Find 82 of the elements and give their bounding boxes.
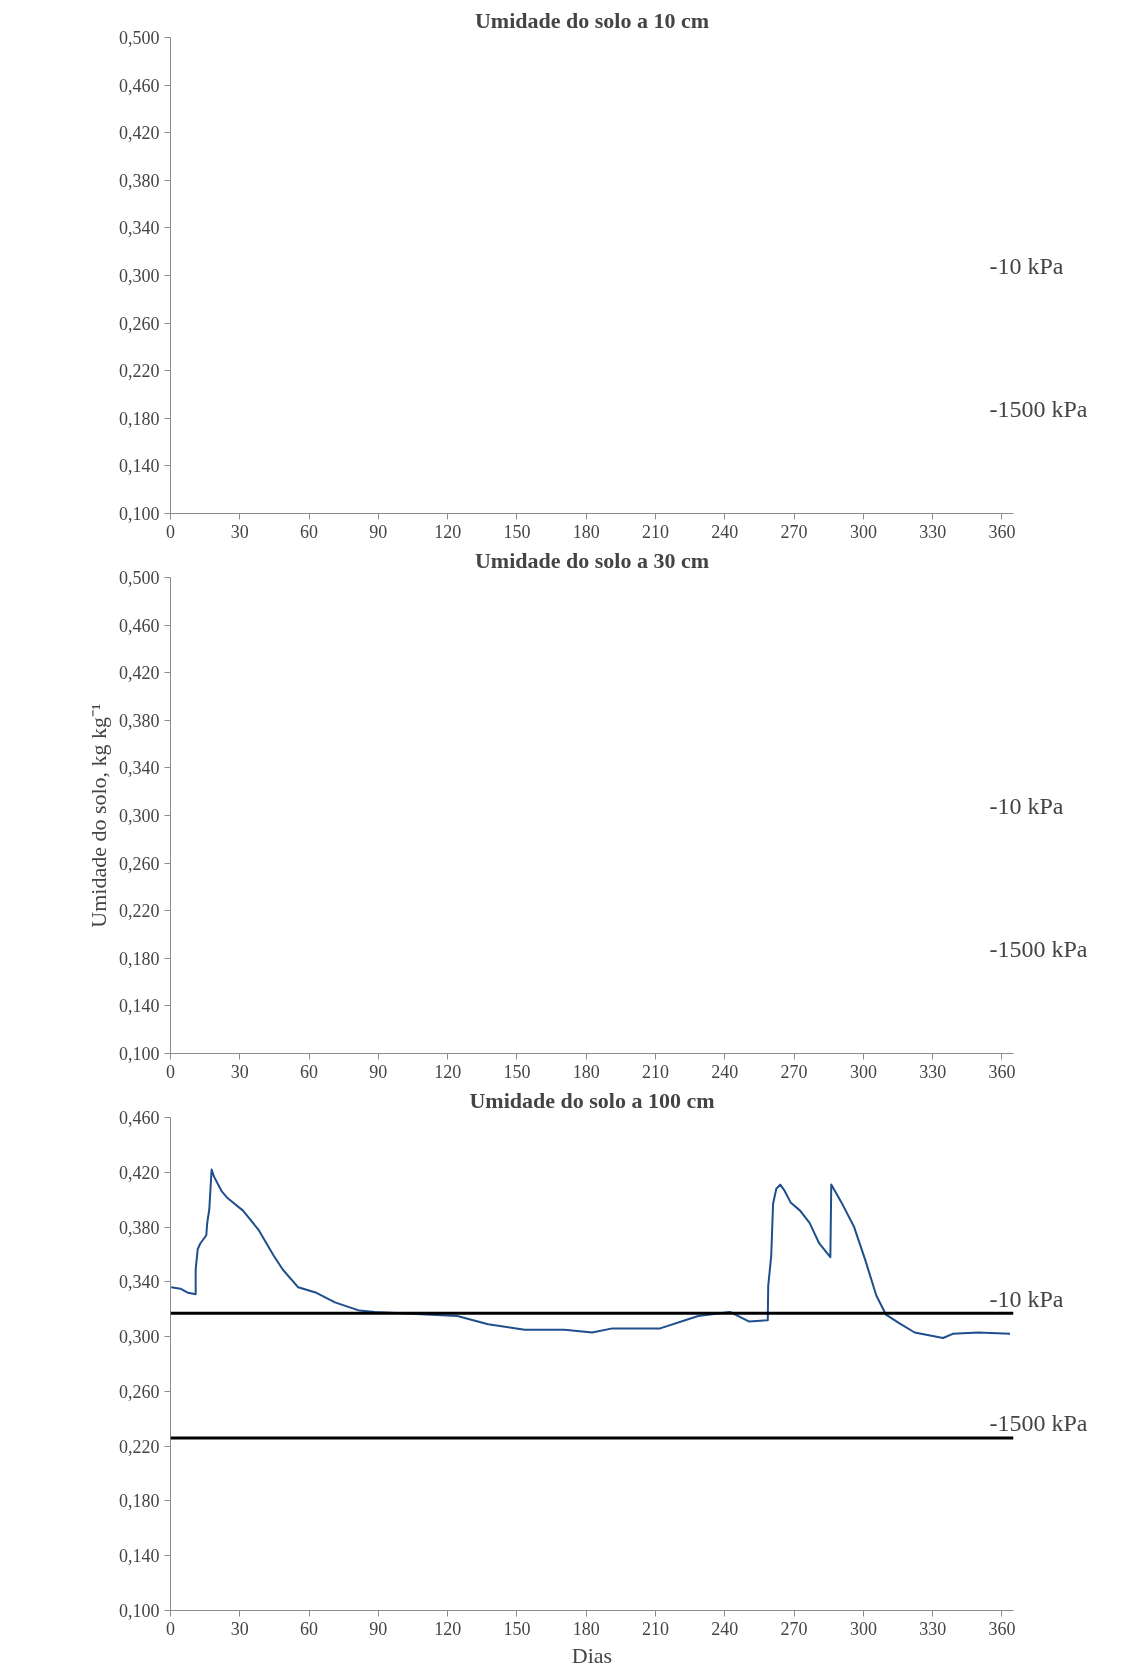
x-tick-label: 60 <box>300 521 319 542</box>
y-tick-label: 0,260 <box>119 853 160 874</box>
annotation: -10 kPa <box>989 252 1064 279</box>
x-tick-label: 270 <box>780 1618 808 1639</box>
y-tick-label: 0,420 <box>119 663 160 684</box>
x-tick-label: 30 <box>230 521 249 542</box>
x-tick-label: 90 <box>369 1061 388 1082</box>
y-tick-label: 0,460 <box>119 1108 160 1128</box>
x-tick-label: 120 <box>434 521 462 542</box>
x-tick-label: 360 <box>988 1618 1016 1639</box>
x-tick-label: 90 <box>369 1618 388 1639</box>
annotation: -1500 kPa <box>989 395 1088 422</box>
x-tick-label: 360 <box>988 1061 1016 1082</box>
y-tick-label: 0,500 <box>119 568 160 588</box>
x-tick-label: 330 <box>919 521 947 542</box>
x-tick-label: 30 <box>230 1618 249 1639</box>
x-tick-label: 210 <box>642 1618 670 1639</box>
y-tick-label: 0,300 <box>119 266 160 286</box>
x-tick-label: 240 <box>711 521 739 542</box>
y-tick-label: 0,460 <box>119 615 160 636</box>
x-tick-label: 60 <box>300 1061 319 1082</box>
y-tick-label: 0,380 <box>119 170 160 191</box>
chart-title: Umidade do solo a 100 cm <box>469 1087 715 1113</box>
y-tick-label: 0,220 <box>119 1436 160 1457</box>
y-tick-label: 0,140 <box>119 456 160 477</box>
x-tick-label: 180 <box>572 1061 600 1082</box>
y-tick-label: 0,300 <box>119 806 160 826</box>
x-tick-label: 30 <box>230 1061 249 1082</box>
y-tick-label: 0,340 <box>119 218 160 239</box>
y-axis-title: Umidade do solo, kg kg⁻¹ <box>86 703 111 928</box>
x-tick-label: 0 <box>166 1061 175 1082</box>
x-tick-label: 120 <box>434 1061 462 1082</box>
y-tick-label: 0,220 <box>119 901 160 922</box>
x-tick-label: 330 <box>919 1061 947 1082</box>
y-tick-label: 0,100 <box>119 1601 160 1621</box>
y-tick-label: 0,460 <box>119 75 160 96</box>
x-tick-label: 270 <box>780 521 808 542</box>
y-tick-label: 0,420 <box>119 1162 160 1183</box>
y-tick-label: 0,340 <box>119 1272 160 1293</box>
chart-title: Umidade do solo a 30 cm <box>474 547 710 573</box>
y-tick-label: 0,420 <box>119 123 160 144</box>
y-tick-label: 0,220 <box>119 361 160 382</box>
x-axis-title: Dias <box>571 1642 613 1668</box>
x-tick-label: 150 <box>503 1618 531 1639</box>
x-tick-label: 300 <box>849 521 877 542</box>
y-tick-label: 0,140 <box>119 996 160 1017</box>
x-tick-label: 300 <box>849 1061 877 1082</box>
y-tick-label: 0,100 <box>119 1044 160 1064</box>
x-tick-label: 240 <box>711 1618 739 1639</box>
y-tick-label: 0,380 <box>119 710 160 731</box>
x-tick-label: 210 <box>642 1061 670 1082</box>
x-tick-label: 240 <box>711 1061 739 1082</box>
x-tick-label: 0 <box>166 1618 175 1639</box>
y-tick-label: 0,180 <box>119 948 160 969</box>
x-tick-label: 150 <box>503 1061 531 1082</box>
y-tick-label: 0,380 <box>119 1217 160 1238</box>
y-tick-label: 0,140 <box>119 1546 160 1567</box>
x-tick-label: 180 <box>572 1618 600 1639</box>
x-tick-label: 150 <box>503 521 531 542</box>
x-tick-label: 360 <box>988 521 1016 542</box>
ref-line-label: -1500 kPa <box>989 1410 1088 1437</box>
x-tick-label: 120 <box>434 1618 462 1639</box>
y-tick-label: 0,300 <box>119 1327 160 1348</box>
y-tick-label: 0,260 <box>119 1381 160 1402</box>
x-tick-label: 330 <box>919 1618 947 1639</box>
annotation: -1500 kPa <box>989 935 1088 962</box>
y-tick-label: 0,500 <box>119 28 160 48</box>
x-tick-label: 180 <box>572 521 600 542</box>
y-tick-label: 0,180 <box>119 1491 160 1512</box>
x-tick-label: 210 <box>642 521 670 542</box>
y-tick-label: 0,180 <box>119 408 160 429</box>
y-tick-label: 0,100 <box>119 504 160 524</box>
y-tick-label: 0,260 <box>119 313 160 334</box>
ref-line-label: -10 kPa <box>989 1285 1064 1312</box>
x-tick-label: 0 <box>166 521 175 542</box>
x-tick-label: 300 <box>849 1618 877 1639</box>
annotation: -10 kPa <box>989 792 1064 819</box>
y-tick-label: 0,340 <box>119 758 160 779</box>
x-tick-label: 60 <box>300 1618 319 1639</box>
chart-title: Umidade do solo a 10 cm <box>474 7 710 33</box>
x-tick-label: 90 <box>369 521 388 542</box>
x-tick-label: 270 <box>780 1061 808 1082</box>
